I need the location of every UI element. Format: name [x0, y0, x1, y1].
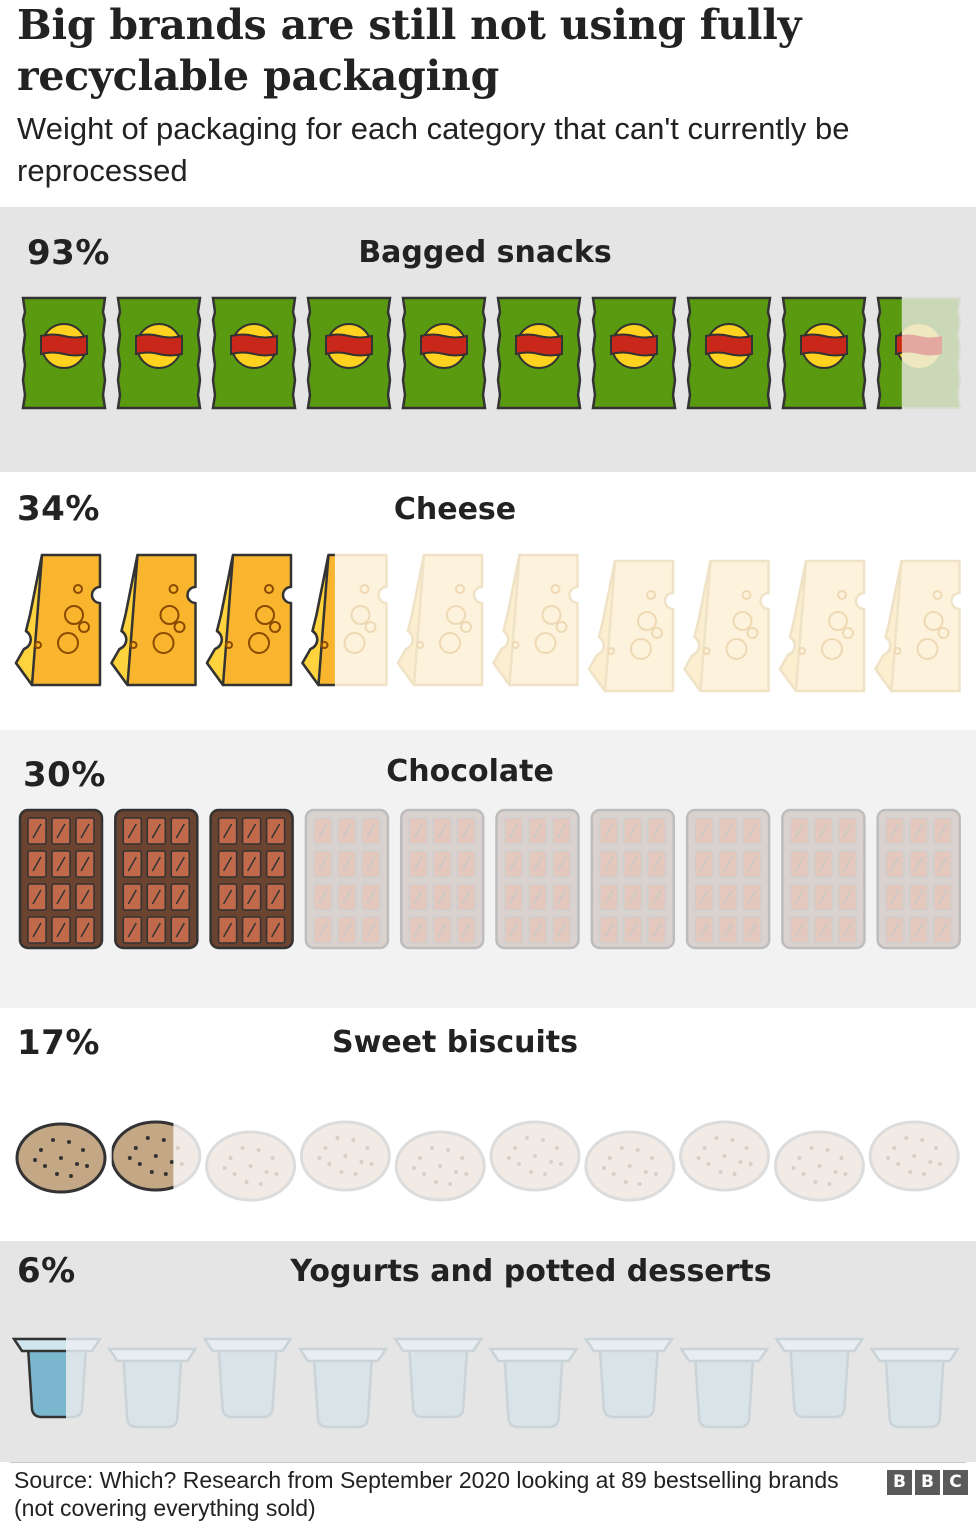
- bagged-snacks-icon-2: [116, 296, 202, 410]
- sweet-biscuits-icon-9: [773, 1130, 865, 1202]
- logo-letter: B: [887, 1470, 912, 1495]
- sweet-biscuits-icon-5: [394, 1130, 486, 1202]
- yogurts-icon-1: [11, 1337, 103, 1419]
- sweet-biscuits-icon-7: [584, 1130, 676, 1202]
- sweet-biscuits-icon-10: [868, 1120, 960, 1192]
- cheese-icon-8: [683, 559, 770, 693]
- chocolate-icon-7: [590, 808, 676, 950]
- cheese-icon-10: [874, 559, 961, 693]
- yogurts-icon-partial-fill: [12, 1337, 66, 1419]
- yogurts-icon-5: [392, 1337, 484, 1419]
- cheese-icon-9: [778, 559, 866, 693]
- logo-letter: B: [915, 1470, 940, 1495]
- bbc-logo: B B C: [887, 1470, 968, 1495]
- percent-label-chocolate: 30%: [23, 755, 106, 795]
- chocolate-icon-4: [304, 808, 390, 950]
- sweet-biscuits-icon-partial-fill: [111, 1120, 174, 1192]
- percent-label-sweet-biscuits: 17%: [17, 1023, 100, 1063]
- chart-title: Big brands are still not using fully rec…: [17, 1, 802, 100]
- cheese-icon-partial-fill: [301, 553, 335, 687]
- sweet-biscuits-icon-3: [205, 1130, 297, 1202]
- cheese-icon-2: [110, 553, 197, 687]
- footer-divider: [10, 1462, 966, 1463]
- pictogram-chocolate: [18, 808, 961, 950]
- yogurts-icon-8: [678, 1347, 770, 1429]
- pictogram-sweet-biscuits: [15, 1120, 960, 1202]
- logo-letter: C: [943, 1470, 968, 1495]
- chocolate-icon-8: [685, 808, 771, 950]
- sweet-biscuits-icon-6: [489, 1120, 581, 1192]
- cheese-icon-6: [492, 553, 579, 687]
- chocolate-icon-9: [781, 808, 866, 950]
- category-label-chocolate: Chocolate: [386, 754, 554, 789]
- sweet-biscuits-icon-8: [679, 1120, 771, 1192]
- pictogram-yogurts: [11, 1337, 961, 1429]
- chocolate-icon-2: [114, 808, 199, 950]
- bagged-snacks-icon-9: [781, 296, 867, 410]
- yogurts-icon-10: [869, 1347, 961, 1429]
- bagged-snacks-icon-partial-fill: [876, 296, 902, 410]
- sweet-biscuits-icon-1: [15, 1122, 107, 1194]
- bagged-snacks-icon-3: [211, 296, 297, 410]
- yogurts-icon-7: [583, 1337, 675, 1419]
- chocolate-icon-3: [209, 808, 294, 950]
- pictogram-cheese: [14, 553, 961, 693]
- category-label-yogurts: Yogurts and potted desserts: [290, 1254, 772, 1289]
- pictogram-bagged-snacks: [21, 296, 962, 410]
- chocolate-icon-10: [876, 808, 961, 950]
- category-label-bagged-snacks: Bagged snacks: [358, 235, 612, 270]
- sweet-biscuits-icon-4: [299, 1120, 391, 1192]
- bagged-snacks-icon-6: [496, 296, 582, 410]
- cheese-icon-5: [396, 553, 484, 687]
- bagged-snacks-icon-7: [591, 296, 677, 410]
- percent-label-yogurts: 6%: [17, 1251, 76, 1291]
- yogurts-icon-9: [774, 1337, 865, 1419]
- yogurts-icon-4: [297, 1347, 389, 1429]
- chart-subtitle: Weight of packaging for each category th…: [17, 111, 850, 188]
- cheese-icon-1: [14, 553, 102, 687]
- percent-label-bagged-snacks: 93%: [27, 233, 110, 273]
- bagged-snacks-icon-1: [21, 296, 107, 410]
- category-label-sweet-biscuits: Sweet biscuits: [331, 1025, 579, 1060]
- yogurts-icon-6: [488, 1347, 579, 1429]
- percent-label-cheese: 34%: [17, 489, 100, 529]
- sweet-biscuits-icon-2: [110, 1120, 202, 1192]
- source-note: Source: Which? Research from September 2…: [14, 1467, 839, 1521]
- cheese-icon-3: [205, 553, 293, 687]
- cheese-icon-4: [301, 553, 388, 687]
- bagged-snacks-icon-8: [686, 296, 772, 410]
- bagged-snacks-icon-5: [401, 296, 487, 410]
- chocolate-icon-5: [399, 808, 485, 950]
- cheese-icon-7: [587, 559, 675, 693]
- yogurts-icon-3: [202, 1337, 293, 1419]
- yogurts-icon-2: [106, 1347, 198, 1429]
- bagged-snacks-icon-4: [306, 296, 392, 410]
- chocolate-icon-6: [495, 808, 580, 950]
- chocolate-icon-1: [18, 808, 104, 950]
- bagged-snacks-icon-10: [876, 296, 962, 410]
- category-label-cheese: Cheese: [393, 492, 517, 527]
